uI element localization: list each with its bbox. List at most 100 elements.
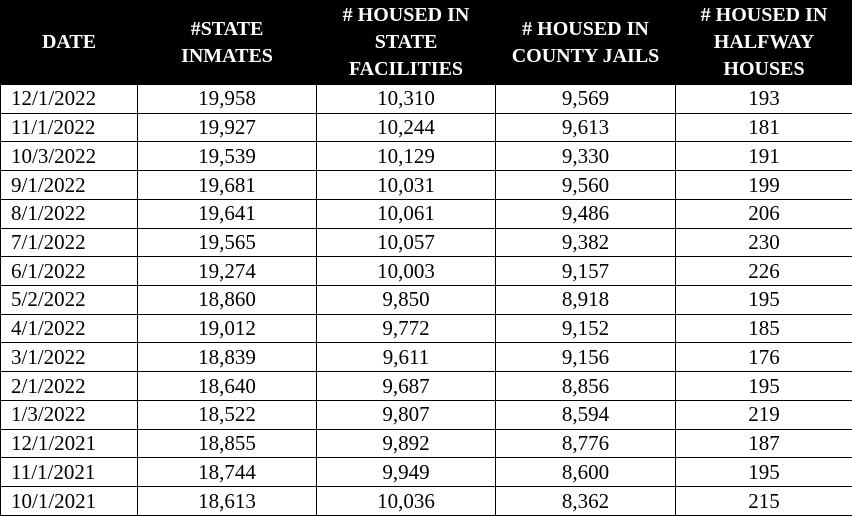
value-cell: 9,156 xyxy=(495,342,676,373)
date-cell: 6/1/2022 xyxy=(0,256,138,287)
table-row: 11/1/2021 18,744 9,949 8,600 195 xyxy=(0,457,852,488)
value-cell: 10,031 xyxy=(316,170,496,200)
value-cell: 9,850 xyxy=(316,285,496,315)
date-cell: 5/2/2022 xyxy=(0,285,138,315)
value-cell: 18,744 xyxy=(137,457,317,488)
date-cell: 9/1/2022 xyxy=(0,170,138,200)
table-row: 3/1/2022 18,839 9,611 9,156 176 xyxy=(0,342,852,373)
value-cell: 219 xyxy=(675,399,852,430)
table-header: DATE #STATE INMATES # HOUSED IN STATE FACI… xyxy=(0,0,852,85)
value-cell: 191 xyxy=(675,141,852,172)
value-cell: 18,839 xyxy=(137,342,317,373)
date-cell: 11/1/2021 xyxy=(0,457,138,488)
value-cell: 10,129 xyxy=(316,141,496,172)
value-cell: 8,594 xyxy=(495,399,676,430)
value-cell: 10,244 xyxy=(316,112,496,143)
value-cell: 10,310 xyxy=(316,84,496,114)
value-cell: 8,362 xyxy=(495,486,676,516)
value-cell: 18,860 xyxy=(137,285,317,315)
table-row: 2/1/2022 18,640 9,687 8,856 195 xyxy=(0,371,852,401)
value-cell: 9,382 xyxy=(495,227,676,258)
table-row: 4/1/2022 19,012 9,772 9,152 185 xyxy=(0,313,852,344)
value-cell: 9,687 xyxy=(316,371,496,401)
header-cell: # HOUSED IN STATE FACILITIES xyxy=(316,0,496,85)
value-cell: 19,012 xyxy=(137,313,317,344)
value-cell: 9,892 xyxy=(316,428,496,459)
table-row: 6/1/2022 19,274 10,003 9,157 226 xyxy=(0,256,852,287)
date-cell: 7/1/2022 xyxy=(0,227,138,258)
header-cell: DATE xyxy=(0,0,138,85)
table-row: 12/1/2021 18,855 9,892 8,776 187 xyxy=(0,428,852,459)
value-cell: 9,949 xyxy=(316,457,496,488)
date-cell: 10/3/2022 xyxy=(0,141,138,172)
value-cell: 195 xyxy=(675,457,852,488)
value-cell: 9,611 xyxy=(316,342,496,373)
value-cell: 18,640 xyxy=(137,371,317,401)
value-cell: 9,569 xyxy=(495,84,676,114)
date-cell: 4/1/2022 xyxy=(0,313,138,344)
value-cell: 9,330 xyxy=(495,141,676,172)
value-cell: 18,522 xyxy=(137,399,317,430)
value-cell: 19,539 xyxy=(137,141,317,172)
date-cell: 3/1/2022 xyxy=(0,342,138,373)
value-cell: 185 xyxy=(675,313,852,344)
value-cell: 19,958 xyxy=(137,84,317,114)
table-row: 10/3/2022 19,539 10,129 9,330 191 xyxy=(0,141,852,172)
value-cell: 181 xyxy=(675,112,852,143)
table-row: 1/3/2022 18,522 9,807 8,594 219 xyxy=(0,399,852,430)
value-cell: 195 xyxy=(675,371,852,401)
date-cell: 11/1/2022 xyxy=(0,112,138,143)
header-cell: # HOUSED IN HALFWAY HOUSES xyxy=(675,0,852,85)
value-cell: 8,600 xyxy=(495,457,676,488)
value-cell: 9,613 xyxy=(495,112,676,143)
table-row: 9/1/2022 19,681 10,031 9,560 199 xyxy=(0,170,852,200)
table-row: 11/1/2022 19,927 10,244 9,613 181 xyxy=(0,112,852,143)
value-cell: 9,772 xyxy=(316,313,496,344)
value-cell: 19,927 xyxy=(137,112,317,143)
date-cell: 12/1/2022 xyxy=(0,84,138,114)
table-row: 5/2/2022 18,860 9,850 8,918 195 xyxy=(0,285,852,315)
header-cell: # HOUSED IN COUNTY JAILS xyxy=(495,0,676,85)
value-cell: 10,061 xyxy=(316,198,496,229)
date-cell: 1/3/2022 xyxy=(0,399,138,430)
value-cell: 19,274 xyxy=(137,256,317,287)
value-cell: 19,641 xyxy=(137,198,317,229)
value-cell: 9,157 xyxy=(495,256,676,287)
value-cell: 9,560 xyxy=(495,170,676,200)
value-cell: 195 xyxy=(675,285,852,315)
value-cell: 10,057 xyxy=(316,227,496,258)
value-cell: 18,613 xyxy=(137,486,317,516)
table-body: 12/1/2022 19,958 10,310 9,569 193 11/1/2022 19… xyxy=(0,84,852,516)
value-cell: 226 xyxy=(675,256,852,287)
date-cell: 12/1/2021 xyxy=(0,428,138,459)
date-cell: 10/1/2021 xyxy=(0,486,138,516)
value-cell: 176 xyxy=(675,342,852,373)
value-cell: 230 xyxy=(675,227,852,258)
value-cell: 9,807 xyxy=(316,399,496,430)
value-cell: 10,003 xyxy=(316,256,496,287)
value-cell: 8,776 xyxy=(495,428,676,459)
value-cell: 18,855 xyxy=(137,428,317,459)
value-cell: 193 xyxy=(675,84,852,114)
value-cell: 9,486 xyxy=(495,198,676,229)
date-cell: 8/1/2022 xyxy=(0,198,138,229)
value-cell: 8,918 xyxy=(495,285,676,315)
table-row: 8/1/2022 19,641 10,061 9,486 206 xyxy=(0,198,852,229)
value-cell: 199 xyxy=(675,170,852,200)
value-cell: 19,565 xyxy=(137,227,317,258)
date-cell: 2/1/2022 xyxy=(0,371,138,401)
table-row: 7/1/2022 19,565 10,057 9,382 230 xyxy=(0,227,852,258)
value-cell: 19,681 xyxy=(137,170,317,200)
table-row: 12/1/2022 19,958 10,310 9,569 193 xyxy=(0,84,852,114)
value-cell: 9,152 xyxy=(495,313,676,344)
header-row: DATE #STATE INMATES # HOUSED IN STATE FACI… xyxy=(0,0,852,85)
value-cell: 10,036 xyxy=(316,486,496,516)
value-cell: 8,856 xyxy=(495,371,676,401)
value-cell: 187 xyxy=(675,428,852,459)
value-cell: 215 xyxy=(675,486,852,516)
value-cell: 206 xyxy=(675,198,852,229)
header-cell: #STATE INMATES xyxy=(137,0,317,85)
table-row: 10/1/2021 18,613 10,036 8,362 215 xyxy=(0,486,852,516)
